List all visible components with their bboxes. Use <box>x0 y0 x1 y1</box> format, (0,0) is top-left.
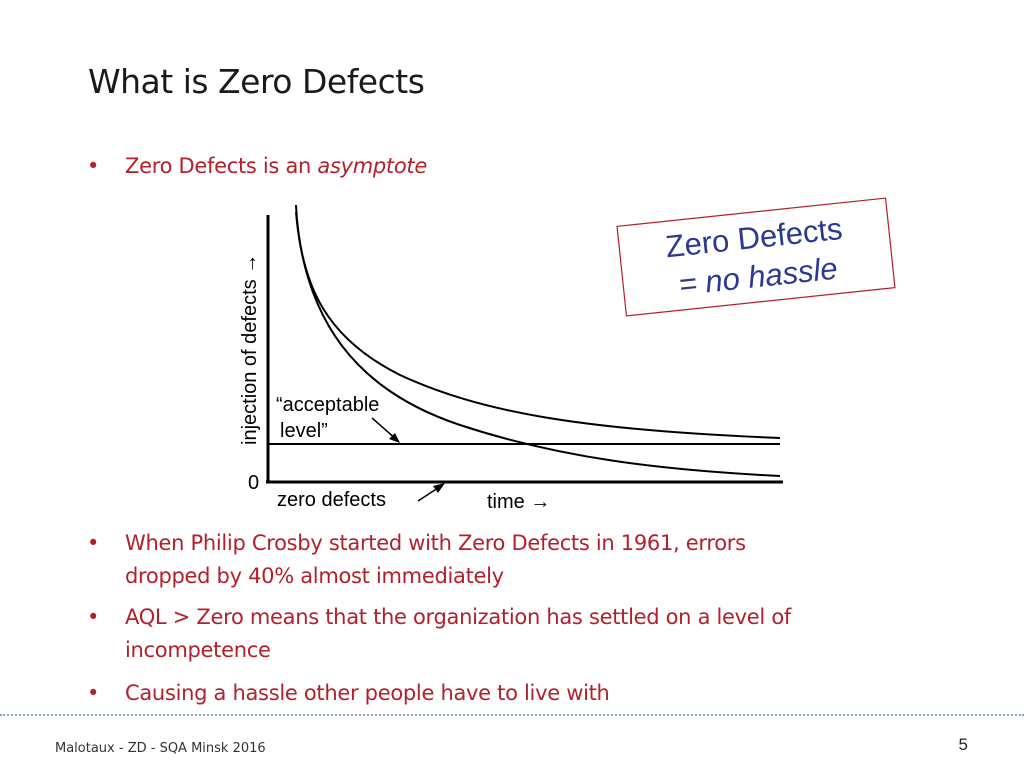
page-number: 5 <box>958 735 968 754</box>
footer-text: Malotaux - ZD - SQA Minsk 2016 <box>55 741 266 756</box>
callout-box: Zero Defects = no hassle <box>616 197 896 317</box>
y-axis-label: injection of defects → <box>239 254 261 445</box>
bullet-hassle: • Causing a hassle other people have to … <box>87 677 805 710</box>
bullet-asymptote-italic: asymptote <box>317 154 427 178</box>
x-axis-label: time → <box>487 491 550 513</box>
footer-divider <box>0 714 1024 716</box>
bullet-crosby: • When Philip Crosby started with Zero D… <box>87 527 805 593</box>
slide-title: What is Zero Defects <box>88 62 425 101</box>
bullet-asymptote: • Zero Defects is an asymptote <box>87 150 427 183</box>
zero-defects-label: zero defects <box>277 489 386 511</box>
curve-zero-defects <box>295 211 781 477</box>
bullet-aql: • AQL > Zero means that the organization… <box>87 601 805 667</box>
curve-acceptable-level <box>295 204 781 439</box>
bullet-asymptote-text: Zero Defects is an <box>125 154 318 178</box>
bullet-glyph: • <box>87 605 100 629</box>
bullet-glyph: • <box>87 681 100 705</box>
bullet-crosby-text: When Philip Crosby started with Zero Def… <box>125 531 746 588</box>
callout-border <box>616 197 896 317</box>
acceptable-label-line-1: “acceptable <box>276 394 379 416</box>
zero-defects-arrowhead <box>433 483 445 493</box>
bullet-glyph: • <box>87 154 100 178</box>
bullet-glyph: • <box>87 531 100 555</box>
acceptable-label-line-2: level” <box>280 420 328 442</box>
acceptable-arrowhead <box>389 433 400 443</box>
bullet-hassle-text: Causing a hassle other people have to li… <box>125 681 610 705</box>
zero-label: 0 <box>248 472 259 494</box>
bullet-aql-text: AQL > Zero means that the organization h… <box>125 605 791 662</box>
